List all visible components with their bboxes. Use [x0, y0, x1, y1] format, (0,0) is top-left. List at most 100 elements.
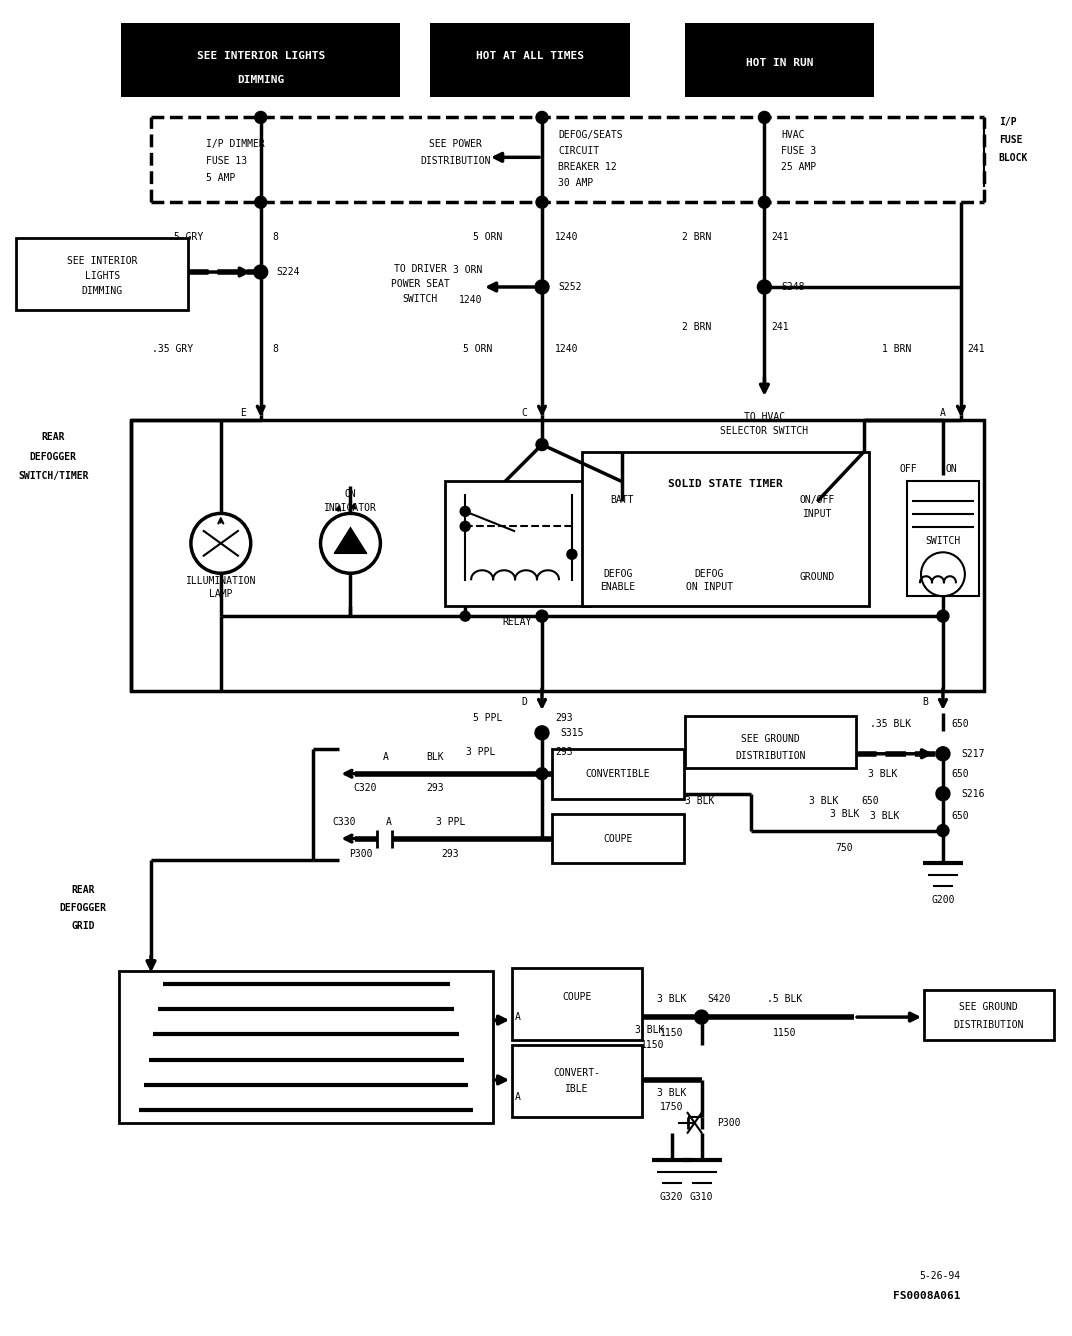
- Circle shape: [255, 111, 267, 123]
- Text: SEE INTERIOR LIGHTS: SEE INTERIOR LIGHTS: [196, 51, 325, 60]
- Text: TO DRIVER: TO DRIVER: [393, 265, 447, 274]
- Text: 8: 8: [272, 232, 279, 242]
- Text: D: D: [521, 697, 527, 707]
- Text: .5 GRY: .5 GRY: [167, 232, 203, 242]
- Circle shape: [536, 611, 548, 623]
- Text: REAR: REAR: [72, 886, 95, 895]
- Text: 1150: 1150: [773, 1027, 796, 1038]
- Bar: [430, 23, 629, 98]
- Text: BLK: BLK: [427, 752, 444, 762]
- Circle shape: [536, 768, 548, 780]
- Text: SWITCH/TIMER: SWITCH/TIMER: [18, 472, 89, 481]
- Text: POWER SEAT: POWER SEAT: [391, 279, 449, 289]
- Text: GRID: GRID: [72, 922, 95, 931]
- Text: 293: 293: [555, 747, 572, 756]
- Text: COUPE: COUPE: [604, 834, 632, 843]
- Text: DISTRIBUTION: DISTRIBUTION: [954, 1021, 1024, 1030]
- Text: 25 AMP: 25 AMP: [781, 162, 817, 172]
- Text: S224: S224: [277, 267, 300, 277]
- Text: 1150: 1150: [641, 1039, 665, 1050]
- Circle shape: [535, 725, 549, 740]
- Text: DIMMING: DIMMING: [81, 286, 122, 297]
- Text: 750: 750: [835, 843, 853, 852]
- Text: 241: 241: [772, 322, 789, 331]
- Text: 3 BLK: 3 BLK: [867, 768, 897, 779]
- Text: FUSE 3: FUSE 3: [781, 147, 817, 156]
- Text: I/P: I/P: [999, 118, 1016, 127]
- Text: FUSE: FUSE: [999, 135, 1023, 146]
- Text: G310: G310: [689, 1192, 713, 1201]
- Text: A: A: [383, 752, 388, 762]
- Bar: [582, 452, 869, 607]
- Bar: [119, 971, 493, 1122]
- Text: HVAC: HVAC: [781, 131, 805, 140]
- Text: FUSE 13: FUSE 13: [206, 156, 247, 166]
- Text: SEE INTERIOR: SEE INTERIOR: [66, 257, 137, 266]
- Text: 293: 293: [555, 713, 572, 723]
- Text: REAR: REAR: [42, 432, 65, 442]
- Text: 3 PPL: 3 PPL: [465, 747, 495, 756]
- Text: C: C: [521, 407, 527, 418]
- Text: RELAY: RELAY: [503, 617, 532, 627]
- Text: .35 GRY: .35 GRY: [152, 343, 193, 354]
- Text: A: A: [516, 1092, 521, 1102]
- Text: 1750: 1750: [660, 1102, 683, 1112]
- Text: A: A: [940, 407, 946, 418]
- Text: P300: P300: [348, 848, 372, 859]
- Text: HOT AT ALL TIMES: HOT AT ALL TIMES: [476, 51, 584, 60]
- Text: DEFOG: DEFOG: [695, 569, 725, 580]
- Bar: [512, 1045, 642, 1117]
- Text: 3 BLK: 3 BLK: [685, 796, 715, 806]
- Bar: [685, 23, 874, 98]
- Text: S315: S315: [560, 728, 583, 737]
- Text: COUPE: COUPE: [562, 993, 592, 1002]
- Text: 30 AMP: 30 AMP: [557, 178, 593, 188]
- Text: 3 ORN: 3 ORN: [452, 265, 482, 275]
- Circle shape: [937, 824, 949, 836]
- Text: 5 PPL: 5 PPL: [473, 713, 502, 723]
- Text: SELECTOR SWITCH: SELECTOR SWITCH: [720, 426, 808, 436]
- Circle shape: [536, 438, 548, 450]
- Text: 1240: 1240: [555, 343, 579, 354]
- Text: SEE GROUND: SEE GROUND: [741, 733, 800, 744]
- Text: 650: 650: [951, 719, 968, 729]
- Circle shape: [937, 611, 949, 623]
- Text: 2 BRN: 2 BRN: [682, 232, 712, 242]
- Text: G320: G320: [660, 1192, 683, 1201]
- Text: DISTRIBUTION: DISTRIBUTION: [420, 156, 491, 166]
- Text: 5 AMP: 5 AMP: [206, 174, 235, 183]
- Text: A: A: [386, 816, 391, 827]
- Polygon shape: [333, 526, 368, 553]
- Text: FS0008A061: FS0008A061: [893, 1292, 961, 1301]
- Circle shape: [936, 747, 950, 760]
- Text: SWITCH: SWITCH: [925, 536, 961, 546]
- Text: 650: 650: [951, 768, 968, 779]
- Text: 1240: 1240: [555, 232, 579, 242]
- Circle shape: [536, 196, 548, 208]
- Text: DIMMING: DIMMING: [237, 75, 284, 84]
- Text: I/P DIMMER: I/P DIMMER: [206, 139, 265, 150]
- Circle shape: [758, 196, 771, 208]
- Text: 3 BLK: 3 BLK: [809, 796, 838, 806]
- Text: 5-26-94: 5-26-94: [920, 1272, 961, 1281]
- Text: 1240: 1240: [459, 295, 482, 305]
- Text: 3 BLK: 3 BLK: [636, 1025, 665, 1035]
- Circle shape: [936, 787, 950, 800]
- Text: S217: S217: [961, 748, 984, 759]
- Text: OFF: OFF: [899, 464, 917, 473]
- Bar: [512, 969, 642, 1039]
- Text: 3 BLK: 3 BLK: [869, 811, 899, 820]
- Text: 2 BRN: 2 BRN: [682, 322, 712, 331]
- Text: DEFOG/SEATS: DEFOG/SEATS: [557, 131, 623, 140]
- Bar: [131, 420, 984, 691]
- Bar: [552, 748, 684, 799]
- Text: DEFOG: DEFOG: [604, 569, 632, 580]
- Circle shape: [460, 506, 471, 517]
- Text: S420: S420: [708, 994, 731, 1005]
- Text: CIRCUIT: CIRCUIT: [557, 147, 599, 156]
- Circle shape: [758, 281, 772, 294]
- Bar: [552, 814, 684, 863]
- Circle shape: [254, 265, 268, 279]
- Text: HOT IN RUN: HOT IN RUN: [746, 57, 814, 68]
- Text: 650: 650: [951, 811, 968, 820]
